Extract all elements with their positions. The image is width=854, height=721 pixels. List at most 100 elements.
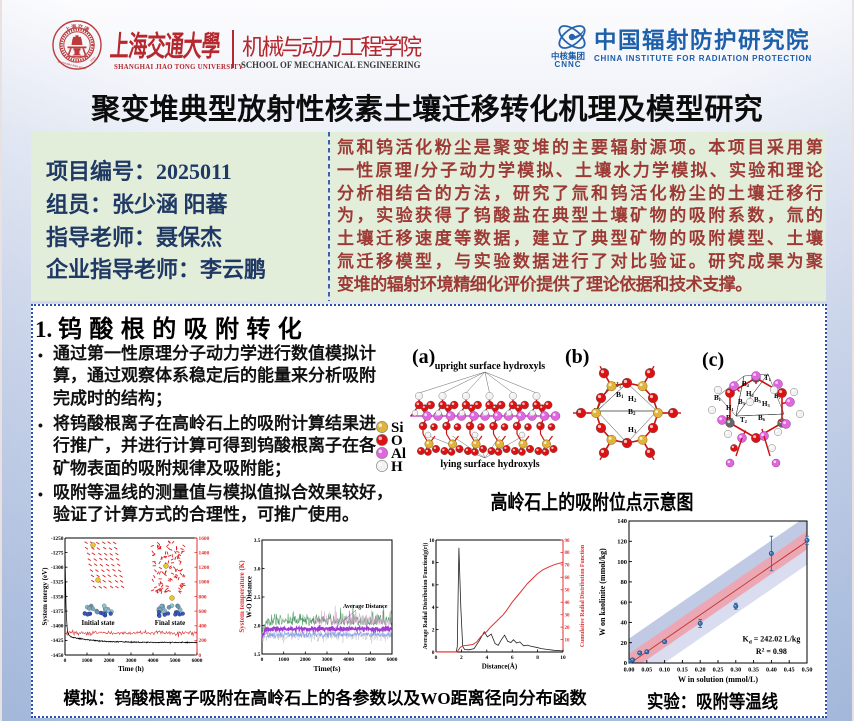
svg-text:-1325: -1325: [51, 580, 64, 586]
svg-text:B5: B5: [754, 396, 762, 404]
svg-text:海: 海: [70, 22, 77, 31]
svg-text:10: 10: [565, 638, 571, 643]
svg-text:120: 120: [617, 539, 627, 546]
svg-text:H2: H2: [628, 394, 637, 404]
svg-text:T2: T2: [740, 416, 748, 424]
svg-text:H2: H2: [746, 390, 754, 398]
svg-text:600: 600: [199, 609, 207, 615]
svg-text:System energy (eV): System energy (eV): [42, 567, 49, 626]
svg-text:Distance(Å): Distance(Å): [482, 663, 518, 671]
svg-text:-1375: -1375: [51, 609, 64, 615]
svg-text:800: 800: [199, 594, 207, 600]
svg-text:0: 0: [199, 653, 202, 659]
svg-text:W-O Distance: W-O Distance: [246, 576, 254, 618]
svg-text:上: 上: [63, 24, 72, 34]
svg-text:1200: 1200: [199, 565, 210, 571]
svg-text:5000: 5000: [170, 658, 181, 664]
svg-text:40: 40: [621, 620, 628, 627]
svg-text:H1: H1: [726, 404, 734, 412]
svg-text:Final state: Final state: [155, 620, 185, 627]
svg-text:2000: 2000: [300, 657, 311, 663]
svg-text:6000: 6000: [192, 658, 203, 664]
svg-text:6: 6: [511, 655, 514, 661]
svg-text:1000: 1000: [199, 580, 210, 586]
svg-text:B1: B1: [714, 394, 722, 402]
svg-text:W in solution (mmol/L): W in solution (mmol/L): [678, 675, 758, 684]
svg-text:0: 0: [624, 660, 627, 667]
svg-text:8: 8: [536, 655, 539, 661]
svg-text:80: 80: [565, 551, 571, 556]
svg-text:-1400: -1400: [51, 624, 64, 630]
svg-text:6000: 6000: [387, 657, 398, 663]
svg-text:140: 140: [617, 518, 627, 525]
svg-text:Time (h): Time (h): [118, 665, 144, 673]
svg-text:3.0: 3.0: [254, 566, 261, 572]
svg-text:B4: B4: [742, 380, 750, 388]
svg-text:6: 6: [432, 583, 435, 589]
svg-text:10: 10: [560, 655, 566, 661]
svg-text:H3: H3: [762, 400, 770, 408]
svg-text:Average Radial Distribution Fu: Average Radial Distribution Function(g(r…: [422, 543, 429, 650]
svg-text:2.5: 2.5: [254, 595, 261, 601]
svg-text:UNIV: UNIV: [90, 56, 97, 63]
svg-text:0: 0: [261, 657, 264, 663]
svg-text:SHANGHAI JIAO TONG: SHANGHAI JIAO TONG: [57, 60, 86, 70]
svg-text:0.20: 0.20: [695, 667, 706, 674]
svg-text:Si: Si: [391, 420, 404, 436]
svg-text:-1250: -1250: [51, 536, 64, 542]
svg-text:4000: 4000: [148, 658, 159, 664]
svg-text:0.15: 0.15: [677, 667, 688, 674]
svg-text:Initial state: Initial state: [81, 620, 114, 627]
svg-text:1.5: 1.5: [254, 652, 261, 658]
svg-text:0.10: 0.10: [659, 667, 670, 674]
svg-text:20: 20: [621, 640, 628, 647]
svg-text:upright surface hydroxyls: upright surface hydroxyls: [435, 361, 545, 372]
svg-text:0.30: 0.30: [730, 667, 741, 674]
svg-text:B2: B2: [628, 407, 636, 417]
svg-text:-1450: -1450: [51, 653, 64, 659]
svg-text:H1: H1: [613, 380, 622, 390]
svg-text:20: 20: [565, 626, 571, 631]
svg-text:90: 90: [565, 539, 571, 544]
svg-text:2: 2: [432, 627, 435, 633]
svg-text:0.05: 0.05: [641, 667, 652, 674]
svg-text:3.5: 3.5: [254, 538, 261, 544]
svg-text:1000: 1000: [278, 657, 289, 663]
svg-text:0: 0: [435, 655, 438, 661]
svg-text:-1350: -1350: [51, 594, 64, 600]
svg-text:4000: 4000: [343, 657, 354, 663]
svg-text:60: 60: [565, 576, 571, 581]
svg-text:60: 60: [621, 599, 628, 606]
svg-text:Time(fs): Time(fs): [314, 664, 341, 673]
svg-text:70: 70: [565, 564, 571, 569]
svg-text:0.40: 0.40: [766, 667, 777, 674]
svg-text:2.0: 2.0: [254, 623, 261, 629]
svg-text:200: 200: [199, 638, 207, 644]
svg-text:Cumulative Radial Distribution: Cumulative Radial Distribution Function: [580, 544, 586, 647]
svg-text:H3: H3: [628, 425, 637, 435]
svg-text:1400: 1400: [199, 550, 210, 556]
svg-text:-1425: -1425: [51, 638, 64, 644]
svg-text:2000: 2000: [104, 658, 115, 664]
svg-text:1000: 1000: [82, 658, 93, 664]
svg-text:4: 4: [432, 605, 435, 611]
svg-text:0.25: 0.25: [713, 667, 724, 674]
svg-text:4: 4: [485, 655, 488, 661]
svg-text:B1: B1: [616, 390, 624, 400]
svg-text:(b): (b): [565, 346, 589, 368]
svg-text:3000: 3000: [322, 657, 333, 663]
svg-text:交: 交: [77, 22, 84, 31]
svg-text:0: 0: [64, 658, 67, 664]
svg-text:3000: 3000: [126, 658, 137, 664]
svg-text:0.45: 0.45: [784, 667, 795, 674]
svg-text:O: O: [391, 433, 403, 449]
svg-text:R2 = 0.98: R2 = 0.98: [756, 647, 787, 656]
svg-text:0.35: 0.35: [748, 667, 759, 674]
svg-text:T1: T1: [764, 374, 772, 382]
svg-text:50: 50: [565, 589, 571, 594]
svg-text:lying surface hydroxyls: lying surface hydroxyls: [440, 459, 539, 470]
svg-text:1600: 1600: [199, 536, 210, 542]
svg-text:(a): (a): [412, 346, 435, 368]
svg-text:2: 2: [460, 655, 463, 661]
svg-text:W on kaolinite (mmol/kg): W on kaolinite (mmol/kg): [598, 548, 607, 636]
